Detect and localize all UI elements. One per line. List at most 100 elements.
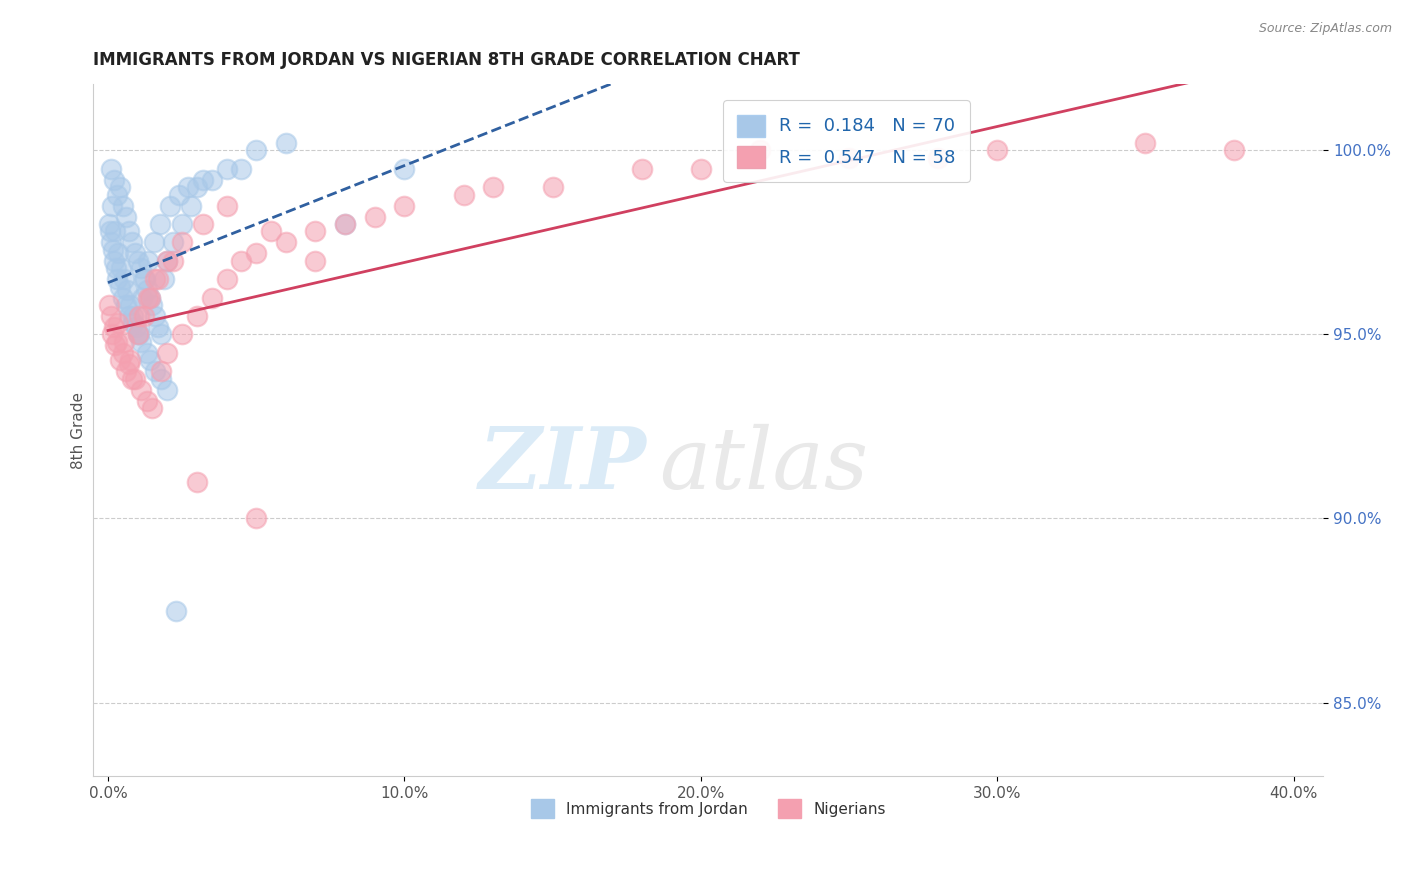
Point [111,291,134,305]
Point [114,364,136,378]
Text: Source: ZipAtlas.com: Source: ZipAtlas.com [1258,22,1392,36]
Text: ZIP: ZIP [479,423,647,507]
Point [180,198,202,212]
Point [394,198,416,212]
Point [124,371,146,385]
Point [108,180,131,194]
Point [101,198,124,212]
Point [156,383,179,397]
Point [132,309,155,323]
Point [108,353,131,368]
Point [136,291,159,305]
Point [148,320,170,334]
Point [201,173,224,187]
Point [101,327,124,342]
Point [117,283,139,297]
Point [114,298,136,312]
Point [108,279,131,293]
Point [128,309,150,323]
Point [129,383,152,397]
Point [105,261,128,276]
Point [127,253,149,268]
Point [150,364,173,378]
Point [482,180,505,194]
Point [215,272,238,286]
Point [127,327,149,342]
Point [172,327,194,342]
Point [100,235,122,250]
Point [138,291,160,305]
Point [111,346,134,360]
Point [135,346,157,360]
Point [129,261,152,276]
Point [304,224,326,238]
Point [131,291,153,305]
Point [172,235,194,250]
Point [177,180,200,194]
Point [749,144,772,158]
Point [333,217,356,231]
Point [121,235,143,250]
Point [100,309,122,323]
Point [98,217,121,231]
Point [159,198,181,212]
Point [135,283,157,297]
Point [689,161,711,176]
Point [128,327,150,342]
Point [104,224,127,238]
Point [245,144,267,158]
Point [105,187,128,202]
Point [100,224,122,238]
Legend: Immigrants from Jordan, Nigerians: Immigrants from Jordan, Nigerians [524,793,891,824]
Point [453,187,475,202]
Point [138,353,160,368]
Point [120,353,142,368]
Point [231,161,253,176]
Point [167,187,190,202]
Point [162,253,184,268]
Point [333,217,356,231]
Point [100,161,122,176]
Point [134,272,156,286]
Point [105,272,128,286]
Point [122,317,145,331]
Point [162,235,184,250]
Point [129,334,152,349]
Point [111,198,134,212]
Point [118,357,141,371]
Point [103,243,125,257]
Point [215,161,238,176]
Point [138,291,160,305]
Point [541,180,564,194]
Point [274,235,297,250]
Point [107,317,129,331]
Point [124,246,146,260]
Point [153,272,176,286]
Point [107,246,129,260]
Point [156,346,179,360]
Point [186,309,208,323]
Point [186,180,208,194]
Point [145,272,167,286]
Point [927,151,949,165]
Point [156,253,179,268]
Point [172,217,194,231]
Y-axis label: 8th Grade: 8th Grade [72,392,86,468]
Point [125,320,148,334]
Text: atlas: atlas [659,424,868,506]
Point [1223,144,1246,158]
Point [110,261,132,276]
Point [215,198,238,212]
Point [148,272,170,286]
Point [114,210,136,224]
Point [141,401,163,415]
Point [630,161,652,176]
Point [127,327,149,342]
Point [142,235,165,250]
Point [122,309,145,323]
Point [201,291,224,305]
Point [150,327,173,342]
Point [150,371,173,385]
Point [838,151,860,165]
Point [191,217,214,231]
